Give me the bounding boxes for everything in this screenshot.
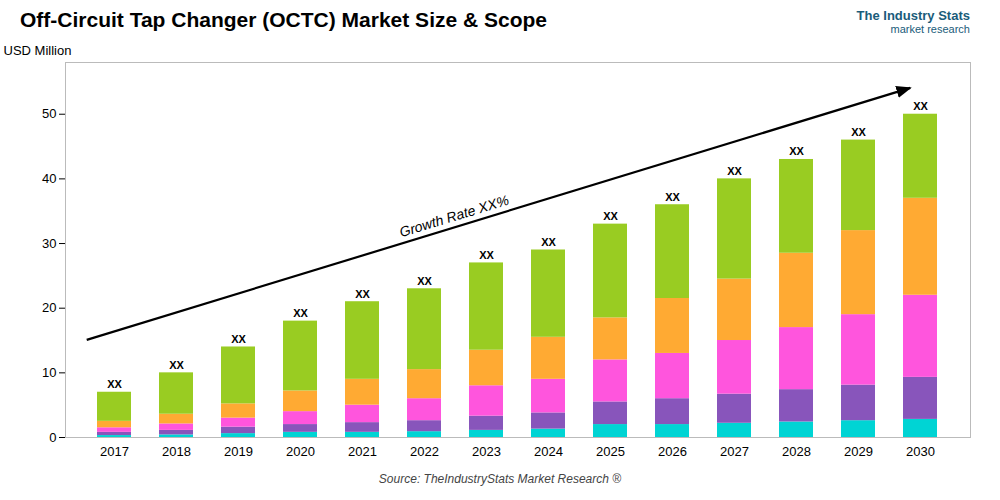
svg-text:20: 20 [42, 300, 56, 315]
svg-text:50: 50 [42, 106, 56, 121]
html-text:The Industry Stats: The Industry Stats [856, 8, 970, 23]
svg-text:XX: XX [355, 288, 370, 300]
svg-text:2019: 2019 [224, 444, 253, 459]
svg-text:2030: 2030 [906, 444, 935, 459]
svg-text:2018: 2018 [162, 444, 191, 459]
svg-text:XX: XX [541, 236, 556, 248]
svg-text:2029: 2029 [844, 444, 873, 459]
html-text:market research: market research [890, 23, 970, 35]
svg-text:XX: XX [789, 145, 804, 157]
svg-text:USD Million: USD Million [4, 43, 72, 58]
svg-text:XX: XX [851, 126, 866, 138]
svg-text:XX: XX [107, 378, 122, 390]
svg-text:0: 0 [49, 430, 56, 445]
svg-text:Growth Rate XX%: Growth Rate XX% [397, 192, 510, 241]
svg-text:XX: XX [665, 191, 680, 203]
svg-text:2028: 2028 [782, 444, 811, 459]
svg-text:2024: 2024 [534, 444, 563, 459]
svg-text:30: 30 [42, 236, 56, 251]
svg-text:2023: 2023 [472, 444, 501, 459]
svg-text:2021: 2021 [348, 444, 377, 459]
svg-text:XX: XX [293, 307, 308, 319]
svg-text:XX: XX [479, 249, 494, 261]
svg-text:XX: XX [603, 210, 618, 222]
svg-text:XX: XX [169, 359, 184, 371]
svg-text:10: 10 [42, 365, 56, 380]
svg-text:2020: 2020 [286, 444, 315, 459]
svg-text:40: 40 [42, 171, 56, 186]
html-text:Source: TheIndustryStats Marke: Source: TheIndustryStats Market Research… [378, 472, 622, 486]
svg-text:XX: XX [727, 165, 742, 177]
svg-text:2022: 2022 [410, 444, 439, 459]
svg-text:2017: 2017 [100, 444, 129, 459]
svg-text:XX: XX [417, 275, 432, 287]
svg-text:2026: 2026 [658, 444, 687, 459]
svg-text:XX: XX [231, 333, 246, 345]
svg-text:2025: 2025 [596, 444, 625, 459]
svg-text:2027: 2027 [720, 444, 749, 459]
svg-text:XX: XX [913, 100, 928, 112]
html-text:Off-Circuit Tap Changer (OCTC): Off-Circuit Tap Changer (OCTC) Market Si… [20, 8, 547, 31]
